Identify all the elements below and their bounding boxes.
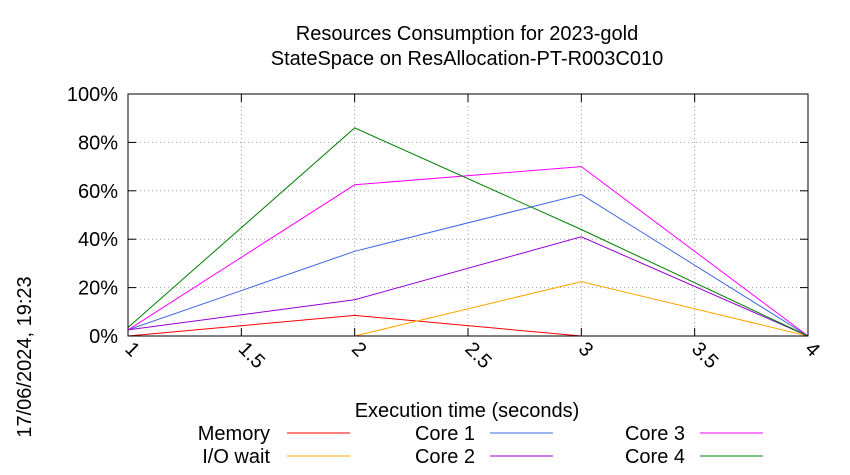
x-tick-label: 3.5: [687, 338, 722, 373]
y-tick-label: 40%: [78, 229, 118, 251]
legend-label-core-1: Core 1: [415, 423, 475, 445]
y-tick-label: 100%: [67, 84, 118, 106]
y-tick-label: 0%: [89, 326, 118, 348]
series-lines: [127, 127, 809, 337]
side-timestamp: 17/06/2024, 19:23: [14, 276, 36, 437]
y-tick-label: 80%: [78, 132, 118, 154]
y-tick-label: 20%: [78, 278, 118, 300]
x-tick-label: 2: [347, 338, 370, 361]
x-axis-label: Execution time (seconds): [355, 400, 580, 422]
legend-label-memory: Memory: [198, 423, 270, 445]
x-tick-label: 3: [574, 338, 597, 361]
legend-label-i-o-wait: I/O wait: [202, 446, 270, 468]
legend-label-core-3: Core 3: [625, 423, 685, 445]
x-tick-label: 1: [120, 338, 143, 361]
series-line-core-3: [127, 166, 809, 337]
series-line-core-4: [127, 127, 809, 337]
series-line-core-2: [127, 236, 809, 337]
y-tick-label: 60%: [78, 181, 118, 203]
legend-label-core-2: Core 2: [415, 446, 475, 468]
series-line-i-o-wait: [354, 281, 809, 337]
x-tick-label: 4: [800, 338, 823, 361]
chart-title-line2: StateSpace on ResAllocation-PT-R003C010: [271, 48, 663, 70]
grid-lines: [128, 94, 808, 336]
chart-title-line1: Resources Consumption for 2023-gold: [296, 23, 638, 45]
x-tick-label: 1.5: [234, 338, 269, 373]
legend-label-core-4: Core 4: [625, 446, 685, 468]
x-tick-label: 2.5: [460, 338, 495, 373]
series-line-core-1: [127, 193, 809, 337]
